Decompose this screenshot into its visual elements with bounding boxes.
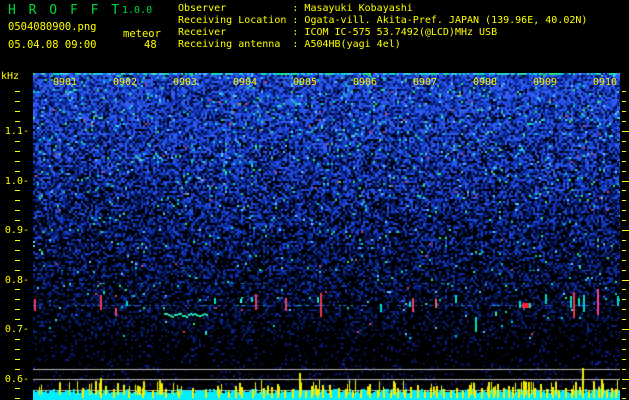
right-minor-tick (622, 398, 626, 399)
station-info-line: Receiving antenna : A504HB(yagi 4el) (178, 39, 401, 50)
time-tick-label: 0908 (473, 77, 498, 88)
left-minor-tick (15, 388, 20, 389)
right-minor-tick (622, 319, 626, 320)
left-minor-tick (15, 171, 20, 172)
time-tick-label: 0902 (113, 77, 138, 88)
right-minor-tick (622, 270, 626, 271)
mode-label: meteor (123, 28, 161, 40)
left-minor-tick (15, 101, 20, 102)
time-tick-label: 0904 (233, 77, 258, 88)
left-minor-tick (15, 121, 20, 122)
station-info-line: Receiver : ICOM IC-575 53.7492(@LCD)MHz … (178, 27, 498, 38)
time-tick-label: 0905 (293, 77, 318, 88)
left-minor-tick (15, 369, 20, 370)
time-tick-label: 0910 (593, 77, 618, 88)
left-minor-tick (15, 260, 20, 261)
time-tick-label: 0907 (413, 77, 438, 88)
left-minor-tick (15, 240, 20, 241)
left-minor-tick (15, 220, 20, 221)
right-minor-tick (622, 309, 626, 310)
app-version: 1.0.0 (122, 5, 153, 16)
right-minor-tick (622, 171, 626, 172)
right-minor-tick (622, 101, 626, 102)
right-major-tick (622, 230, 629, 231)
right-minor-tick (622, 369, 626, 370)
right-minor-tick (622, 210, 626, 211)
right-minor-tick (622, 359, 626, 360)
frequency-tick-label: 0.6- (4, 373, 29, 385)
right-minor-tick (622, 111, 626, 112)
left-minor-tick (15, 309, 20, 310)
left-minor-tick (15, 210, 20, 211)
left-minor-tick (15, 141, 20, 142)
right-minor-tick (622, 141, 626, 142)
left-minor-tick (15, 339, 20, 340)
right-minor-tick (622, 240, 626, 241)
left-minor-tick (15, 398, 20, 399)
time-tick-label: 0903 (173, 77, 198, 88)
frequency-unit-label: kHz (1, 71, 20, 82)
right-minor-tick (622, 388, 626, 389)
spectrogram-canvas (33, 73, 620, 400)
right-minor-tick (622, 161, 626, 162)
right-major-tick (622, 181, 629, 182)
right-minor-tick (622, 299, 626, 300)
echo-count: 48 (144, 39, 157, 51)
right-major-tick (622, 379, 629, 380)
right-major-tick (622, 329, 629, 330)
right-minor-tick (622, 91, 626, 92)
right-minor-tick (622, 121, 626, 122)
left-minor-tick (15, 91, 20, 92)
right-minor-tick (622, 250, 626, 251)
right-major-tick (622, 131, 629, 132)
right-minor-tick (622, 260, 626, 261)
left-minor-tick (15, 151, 20, 152)
time-tick-label: 0906 (353, 77, 378, 88)
frequency-tick-label: 1.1- (4, 126, 29, 137)
output-filename: 0504080900.png (8, 21, 97, 33)
spectrogram-plot: 0901 0902 0903 0904 0905 0906 0907 0908 0909 0910 (33, 73, 620, 400)
right-minor-tick (622, 190, 626, 191)
right-minor-tick (622, 200, 626, 201)
left-minor-tick (15, 190, 20, 191)
right-minor-tick (622, 349, 626, 350)
left-minor-tick (15, 319, 20, 320)
right-minor-tick (622, 220, 626, 221)
left-minor-tick (15, 359, 20, 360)
right-minor-tick (622, 339, 626, 340)
left-minor-tick (15, 111, 20, 112)
left-minor-tick (15, 270, 20, 271)
right-minor-tick (622, 151, 626, 152)
left-minor-tick (15, 200, 20, 201)
app-title: H R O F F T (8, 3, 122, 18)
frequency-tick-label: 1.0- (4, 175, 29, 187)
right-minor-tick (622, 289, 626, 290)
datetime-label: 05.04.08 09:00 (8, 39, 97, 51)
time-tick-label: 0909 (533, 77, 558, 88)
left-minor-tick (15, 349, 20, 350)
station-info-line: Receiving Location : Ogata-vill. Akita-P… (178, 15, 588, 26)
left-minor-tick (15, 250, 20, 251)
station-info-line: Observer : Masayuki Kobayashi (178, 3, 413, 14)
time-tick-label: 0901 (53, 77, 78, 88)
frequency-tick-label: 0.7- (4, 324, 29, 335)
left-minor-tick (15, 299, 20, 300)
frequency-tick-label: 0.8- (4, 274, 29, 286)
left-minor-tick (15, 289, 20, 290)
frequency-tick-label: 0.9- (4, 225, 29, 236)
left-minor-tick (15, 161, 20, 162)
right-major-tick (622, 280, 629, 281)
station-info: Observer : Masayuki Kobayashi Receiving L… (178, 3, 587, 51)
